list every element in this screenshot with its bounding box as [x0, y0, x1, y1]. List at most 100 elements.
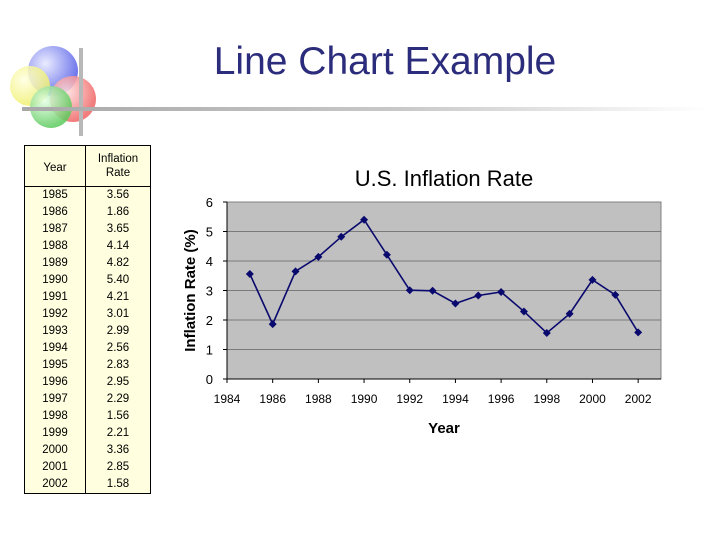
year-cell: 1992: [24, 306, 86, 323]
rate-cell: 3.01: [106, 308, 130, 320]
table-row: 1995 2.83: [24, 357, 151, 374]
year-cell: 1997: [24, 391, 86, 408]
table-row: 1997 2.29: [24, 391, 151, 408]
inflation-line-chart: U.S. Inflation Rate 0 1 2 3 4 5 6 1984 1986 1988 19…: [182, 166, 662, 437]
year-cell: 1993: [24, 323, 86, 340]
slide-title: Line Chart Example: [213, 40, 557, 83]
year-cell: 1989: [24, 255, 86, 272]
year-cell: 2001: [24, 459, 86, 476]
rate-cell: 3.36: [106, 444, 130, 456]
rate-cell: 2.29: [106, 393, 130, 405]
table-row: 1992 3.01: [24, 306, 151, 323]
rate-cell: 2.85: [106, 461, 130, 473]
rate-cell: 2.95: [106, 376, 130, 388]
x-tick-label: 2002: [625, 392, 652, 406]
y-tick-label: 1: [206, 343, 213, 358]
year-cell: 1986: [24, 204, 86, 221]
data-point-marker: [245, 269, 254, 278]
data-point-marker: [360, 215, 369, 224]
vertical-divider: [79, 48, 83, 136]
y-tick-label: 3: [206, 284, 213, 299]
rate-cell: 2.99: [106, 325, 130, 337]
table-row: 1988 4.14: [24, 238, 151, 255]
table-row: 1998 1.56: [24, 408, 151, 425]
table-row: 2000 3.36: [24, 442, 151, 459]
table-row: 1996 2.95: [24, 374, 151, 391]
table-row: 2001 2.85: [24, 459, 151, 476]
table-row: 1986 1.86: [24, 204, 151, 221]
data-point-marker: [611, 290, 620, 299]
table-header-row: Year Inflation Rate: [24, 145, 151, 187]
table-row: 1989 4.82: [24, 255, 151, 272]
data-point-marker: [382, 250, 391, 259]
rate-cell: 3.65: [106, 223, 130, 235]
table-row: 2002 1.58: [24, 476, 151, 494]
rate-cell: 2.83: [106, 359, 130, 371]
data-point-marker: [291, 267, 300, 276]
year-cell: 1987: [24, 221, 86, 238]
data-point-marker: [542, 328, 551, 337]
x-axis-label: Year: [428, 420, 460, 437]
y-axis-label: Inflation Rate (%): [182, 229, 199, 352]
data-point-marker: [474, 291, 483, 300]
rate-cell: 4.82: [106, 257, 130, 269]
year-cell: 1990: [24, 272, 86, 289]
x-tick-label: 1990: [351, 392, 378, 406]
rate-cell: 1.56: [106, 410, 130, 422]
x-tick-label: 1994: [442, 392, 469, 406]
rate-column-header: Inflation Rate: [85, 145, 151, 187]
data-point-marker: [497, 287, 506, 296]
data-point-marker: [634, 328, 643, 337]
x-tick-label: 2000: [579, 392, 606, 406]
rate-cell: 3.56: [106, 189, 130, 201]
data-point-marker: [314, 252, 323, 261]
data-point-marker: [428, 286, 437, 295]
rate-cell: 2.56: [106, 342, 130, 354]
rate-cell: 1.86: [106, 206, 130, 218]
table-row: 1985 3.56: [24, 186, 151, 204]
y-tick-label: 6: [206, 195, 213, 210]
inflation-data-table: Year Inflation Rate 1985 3.56 1986 1.86 1987…: [24, 145, 151, 494]
year-cell: 1994: [24, 340, 86, 357]
data-point-marker: [519, 307, 528, 316]
title-underline: [22, 107, 706, 111]
series-line: [249, 218, 639, 335]
rate-cell: 5.40: [106, 274, 130, 286]
rate-cell: 1.58: [106, 478, 130, 490]
year-cell: 1999: [24, 425, 86, 442]
year-cell: 1998: [24, 408, 86, 425]
year-cell: 2002: [24, 476, 86, 494]
y-tick-label: 2: [206, 313, 213, 328]
table-row: 1987 3.65: [24, 221, 151, 238]
year-cell: 1988: [24, 238, 86, 255]
rate-cell: 4.21: [106, 291, 130, 303]
decorative-circles-logo: [8, 44, 108, 134]
x-tick-label: 1984: [214, 392, 241, 406]
data-point-marker: [565, 309, 574, 318]
data-point-marker: [405, 286, 414, 295]
x-tick-label: 1998: [533, 392, 560, 406]
table-row: 1991 4.21: [24, 289, 151, 306]
year-cell: 1995: [24, 357, 86, 374]
x-tick-label: 1988: [305, 392, 332, 406]
x-tick-label: 1992: [396, 392, 423, 406]
year-cell: 1991: [24, 289, 86, 306]
data-point-marker: [268, 320, 277, 329]
rate-cell: 4.14: [106, 240, 130, 252]
table-row: 1993 2.99: [24, 323, 151, 340]
x-tick-label: 1996: [488, 392, 515, 406]
y-tick-label: 5: [206, 225, 213, 240]
table-row: 1994 2.56: [24, 340, 151, 357]
rate-cell: 2.21: [106, 427, 130, 439]
year-cell: 1985: [24, 186, 86, 204]
data-point-marker: [588, 275, 597, 284]
y-tick-label: 0: [206, 372, 213, 387]
y-tick-label: 4: [206, 254, 213, 269]
year-cell: 1996: [24, 374, 86, 391]
table-row: 1999 2.21: [24, 425, 151, 442]
year-column-header: Year: [24, 145, 86, 187]
year-cell: 2000: [24, 442, 86, 459]
table-row: 1990 5.40: [24, 272, 151, 289]
data-point-marker: [451, 299, 460, 308]
data-point-marker: [337, 232, 346, 241]
